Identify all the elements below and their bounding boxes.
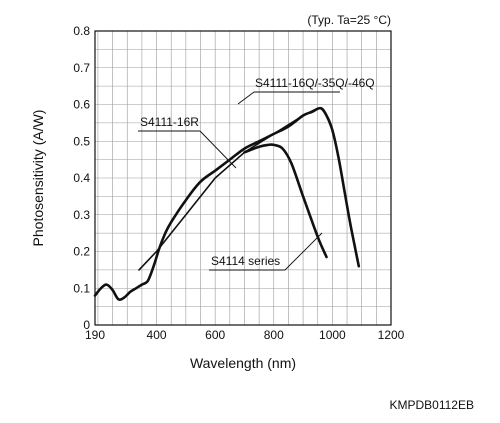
y-tick-label: 0.8 (73, 24, 90, 38)
plot-frame (94, 30, 392, 326)
y-tick-label: 0.3 (73, 208, 90, 222)
conditions-note: (Typ. Ta=25 °C) (307, 13, 391, 27)
series-callout-label: S4114 series (211, 254, 280, 268)
axis-ticks: 190 400 600 800 1000 1200 0 0.1 0.2 0.3 0.4 0.5 0.6 0… (73, 24, 404, 342)
callout-leader-line (199, 130, 237, 169)
grid (95, 31, 391, 325)
document-code: KMPDB0112EB (390, 398, 475, 412)
x-tick-label: 190 (85, 328, 105, 342)
x-axis-title: Wavelength (nm) (190, 355, 296, 371)
x-tick-label: 800 (264, 328, 284, 342)
callout-leader-line (284, 232, 323, 271)
y-tick-label: 0.5 (73, 134, 90, 148)
y-axis-title: Photosensitivity (A/W) (30, 110, 46, 247)
series-line-s4111-16q-35q-46q (93, 106, 361, 301)
y-tick-label: 0.2 (73, 245, 90, 259)
callout-leader-line (237, 91, 255, 105)
series-callout-label: S4111-16Q/-35Q/-46Q (255, 76, 375, 90)
callouts: S4111-16Q/-35Q/-46Q S4111-16R S4114 series (138, 76, 375, 271)
y-tick-label: 0 (83, 318, 90, 332)
series-line-s4114-series (243, 143, 328, 259)
x-tick-label: 1000 (319, 328, 346, 342)
series-lines (93, 106, 361, 301)
series-callout-label: S4111-16R (140, 115, 199, 129)
series-line-s4111-16r (138, 107, 319, 271)
x-tick-label: 600 (205, 328, 225, 342)
y-tick-label: 0.7 (73, 61, 90, 75)
y-tick-label: 0.6 (73, 98, 90, 112)
x-tick-label: 1200 (378, 328, 405, 342)
x-tick-label: 400 (147, 328, 167, 342)
y-tick-label: 0.4 (73, 171, 90, 185)
y-tick-label: 0.1 (73, 281, 90, 295)
